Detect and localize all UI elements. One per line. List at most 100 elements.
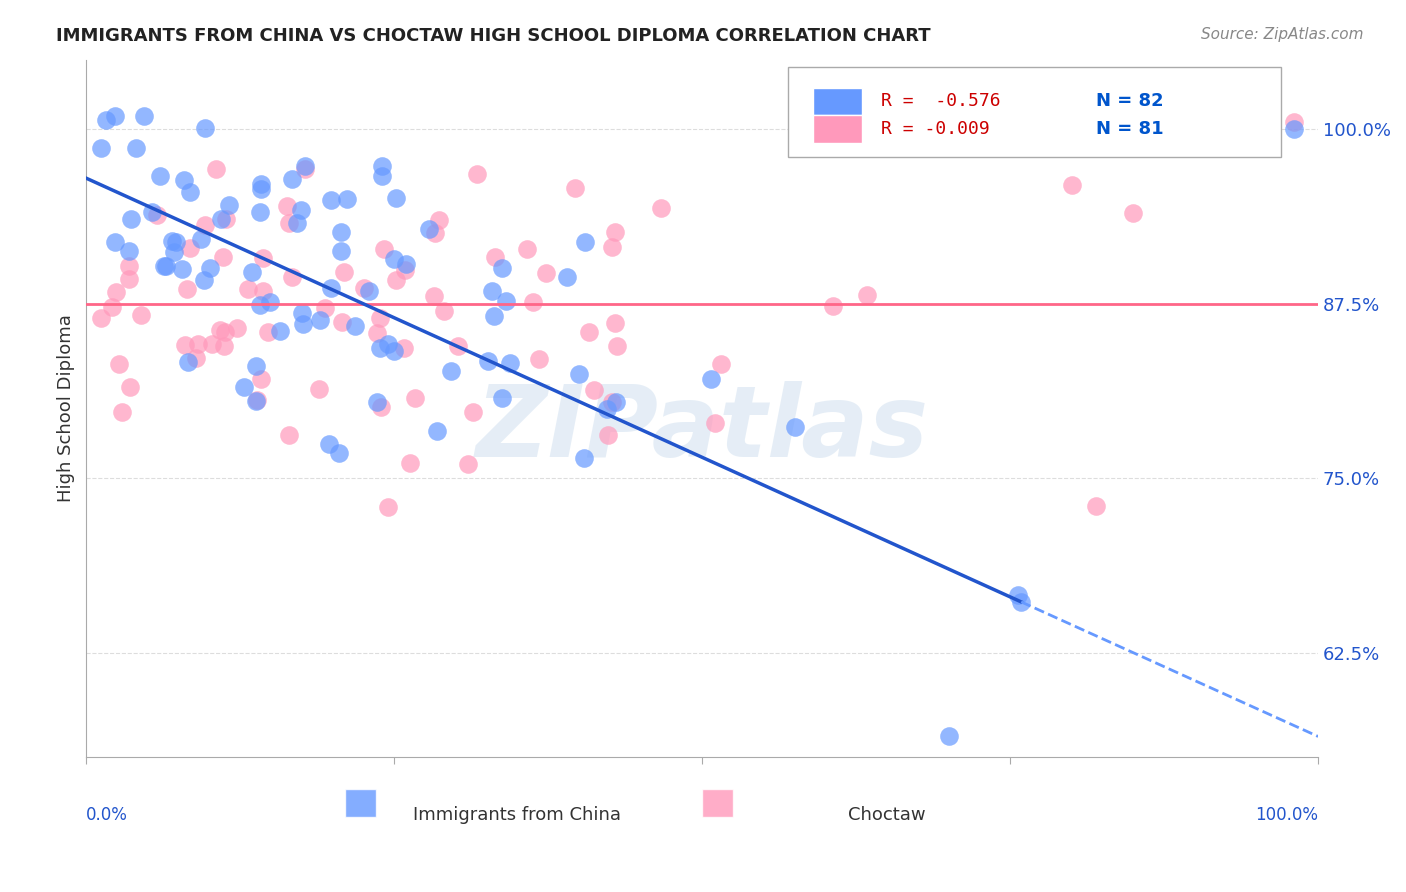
Point [1060,178,1083,193]
Point [447,339,470,353]
Point [856,288,879,302]
Point [292,317,315,331]
Point [291,305,314,319]
Point [179,185,201,199]
Point [232,380,254,394]
Point [218,198,240,212]
Point [190,232,212,246]
Point [155,259,177,273]
Point [394,262,416,277]
Point [120,380,142,394]
Point [214,325,236,339]
Point [187,337,209,351]
Point [236,282,259,296]
Point [1007,588,1029,602]
Point [177,355,200,369]
Point [174,338,197,352]
Point [699,372,721,386]
Point [328,446,350,460]
Point [385,273,408,287]
Point [212,250,235,264]
Point [212,339,235,353]
FancyBboxPatch shape [344,789,375,817]
Text: N = 82: N = 82 [1097,93,1164,111]
Point [596,401,619,416]
Point [179,242,201,256]
Point [152,259,174,273]
Point [214,212,236,227]
Text: R = -0.009: R = -0.009 [880,120,990,138]
Point [249,182,271,196]
Point [370,401,392,415]
Point [277,427,299,442]
Point [823,299,845,313]
Point [600,395,623,409]
Point [484,250,506,264]
Point [398,456,420,470]
Point [704,417,727,431]
Point [319,193,342,207]
Point [194,120,217,135]
Point [377,337,399,351]
Point [245,393,267,408]
Point [250,178,273,192]
Text: 100.0%: 100.0% [1256,806,1319,824]
Point [382,343,405,358]
Point [368,342,391,356]
Point [370,169,392,183]
Text: Choctaw: Choctaw [848,806,925,824]
Point [423,226,446,240]
Point [377,500,399,515]
Point [309,313,332,327]
Point [249,372,271,386]
Point [101,300,124,314]
Point [104,285,127,300]
Point [257,325,280,339]
Point [160,234,183,248]
FancyBboxPatch shape [813,87,862,115]
Point [368,311,391,326]
Point [578,326,600,340]
Point [318,437,340,451]
Point [427,213,450,227]
Point [330,244,353,258]
Point [249,205,271,219]
Point [240,264,263,278]
Point [461,405,484,419]
Point [252,284,274,298]
Point [536,266,558,280]
Text: IMMIGRANTS FROM CHINA VS CHOCTAW HIGH SCHOOL DIPLOMA CORRELATION CHART: IMMIGRANTS FROM CHINA VS CHOCTAW HIGH SC… [56,27,931,45]
Point [477,354,499,368]
Point [938,730,960,744]
Text: Source: ZipAtlas.com: Source: ZipAtlas.com [1201,27,1364,42]
Point [481,284,503,298]
Point [294,162,316,177]
Point [118,244,141,259]
Point [394,341,416,355]
Point [710,357,733,371]
Point [193,273,215,287]
Text: ZIPatlas: ZIPatlas [475,381,929,478]
Point [269,324,291,338]
Point [276,199,298,213]
Point [163,245,186,260]
Point [606,338,628,352]
Point [200,337,222,351]
Point [395,257,418,271]
Point [527,351,550,366]
Point [603,317,626,331]
Point [108,357,131,371]
Point [465,167,488,181]
Point [90,310,112,325]
Point [366,394,388,409]
Text: N = 81: N = 81 [1097,120,1164,138]
Point [184,351,207,365]
Point [650,201,672,215]
Point [418,222,440,236]
Point [198,261,221,276]
Point [117,260,139,274]
Point [252,252,274,266]
Point [382,252,405,266]
Point [145,208,167,222]
Point [385,191,408,205]
